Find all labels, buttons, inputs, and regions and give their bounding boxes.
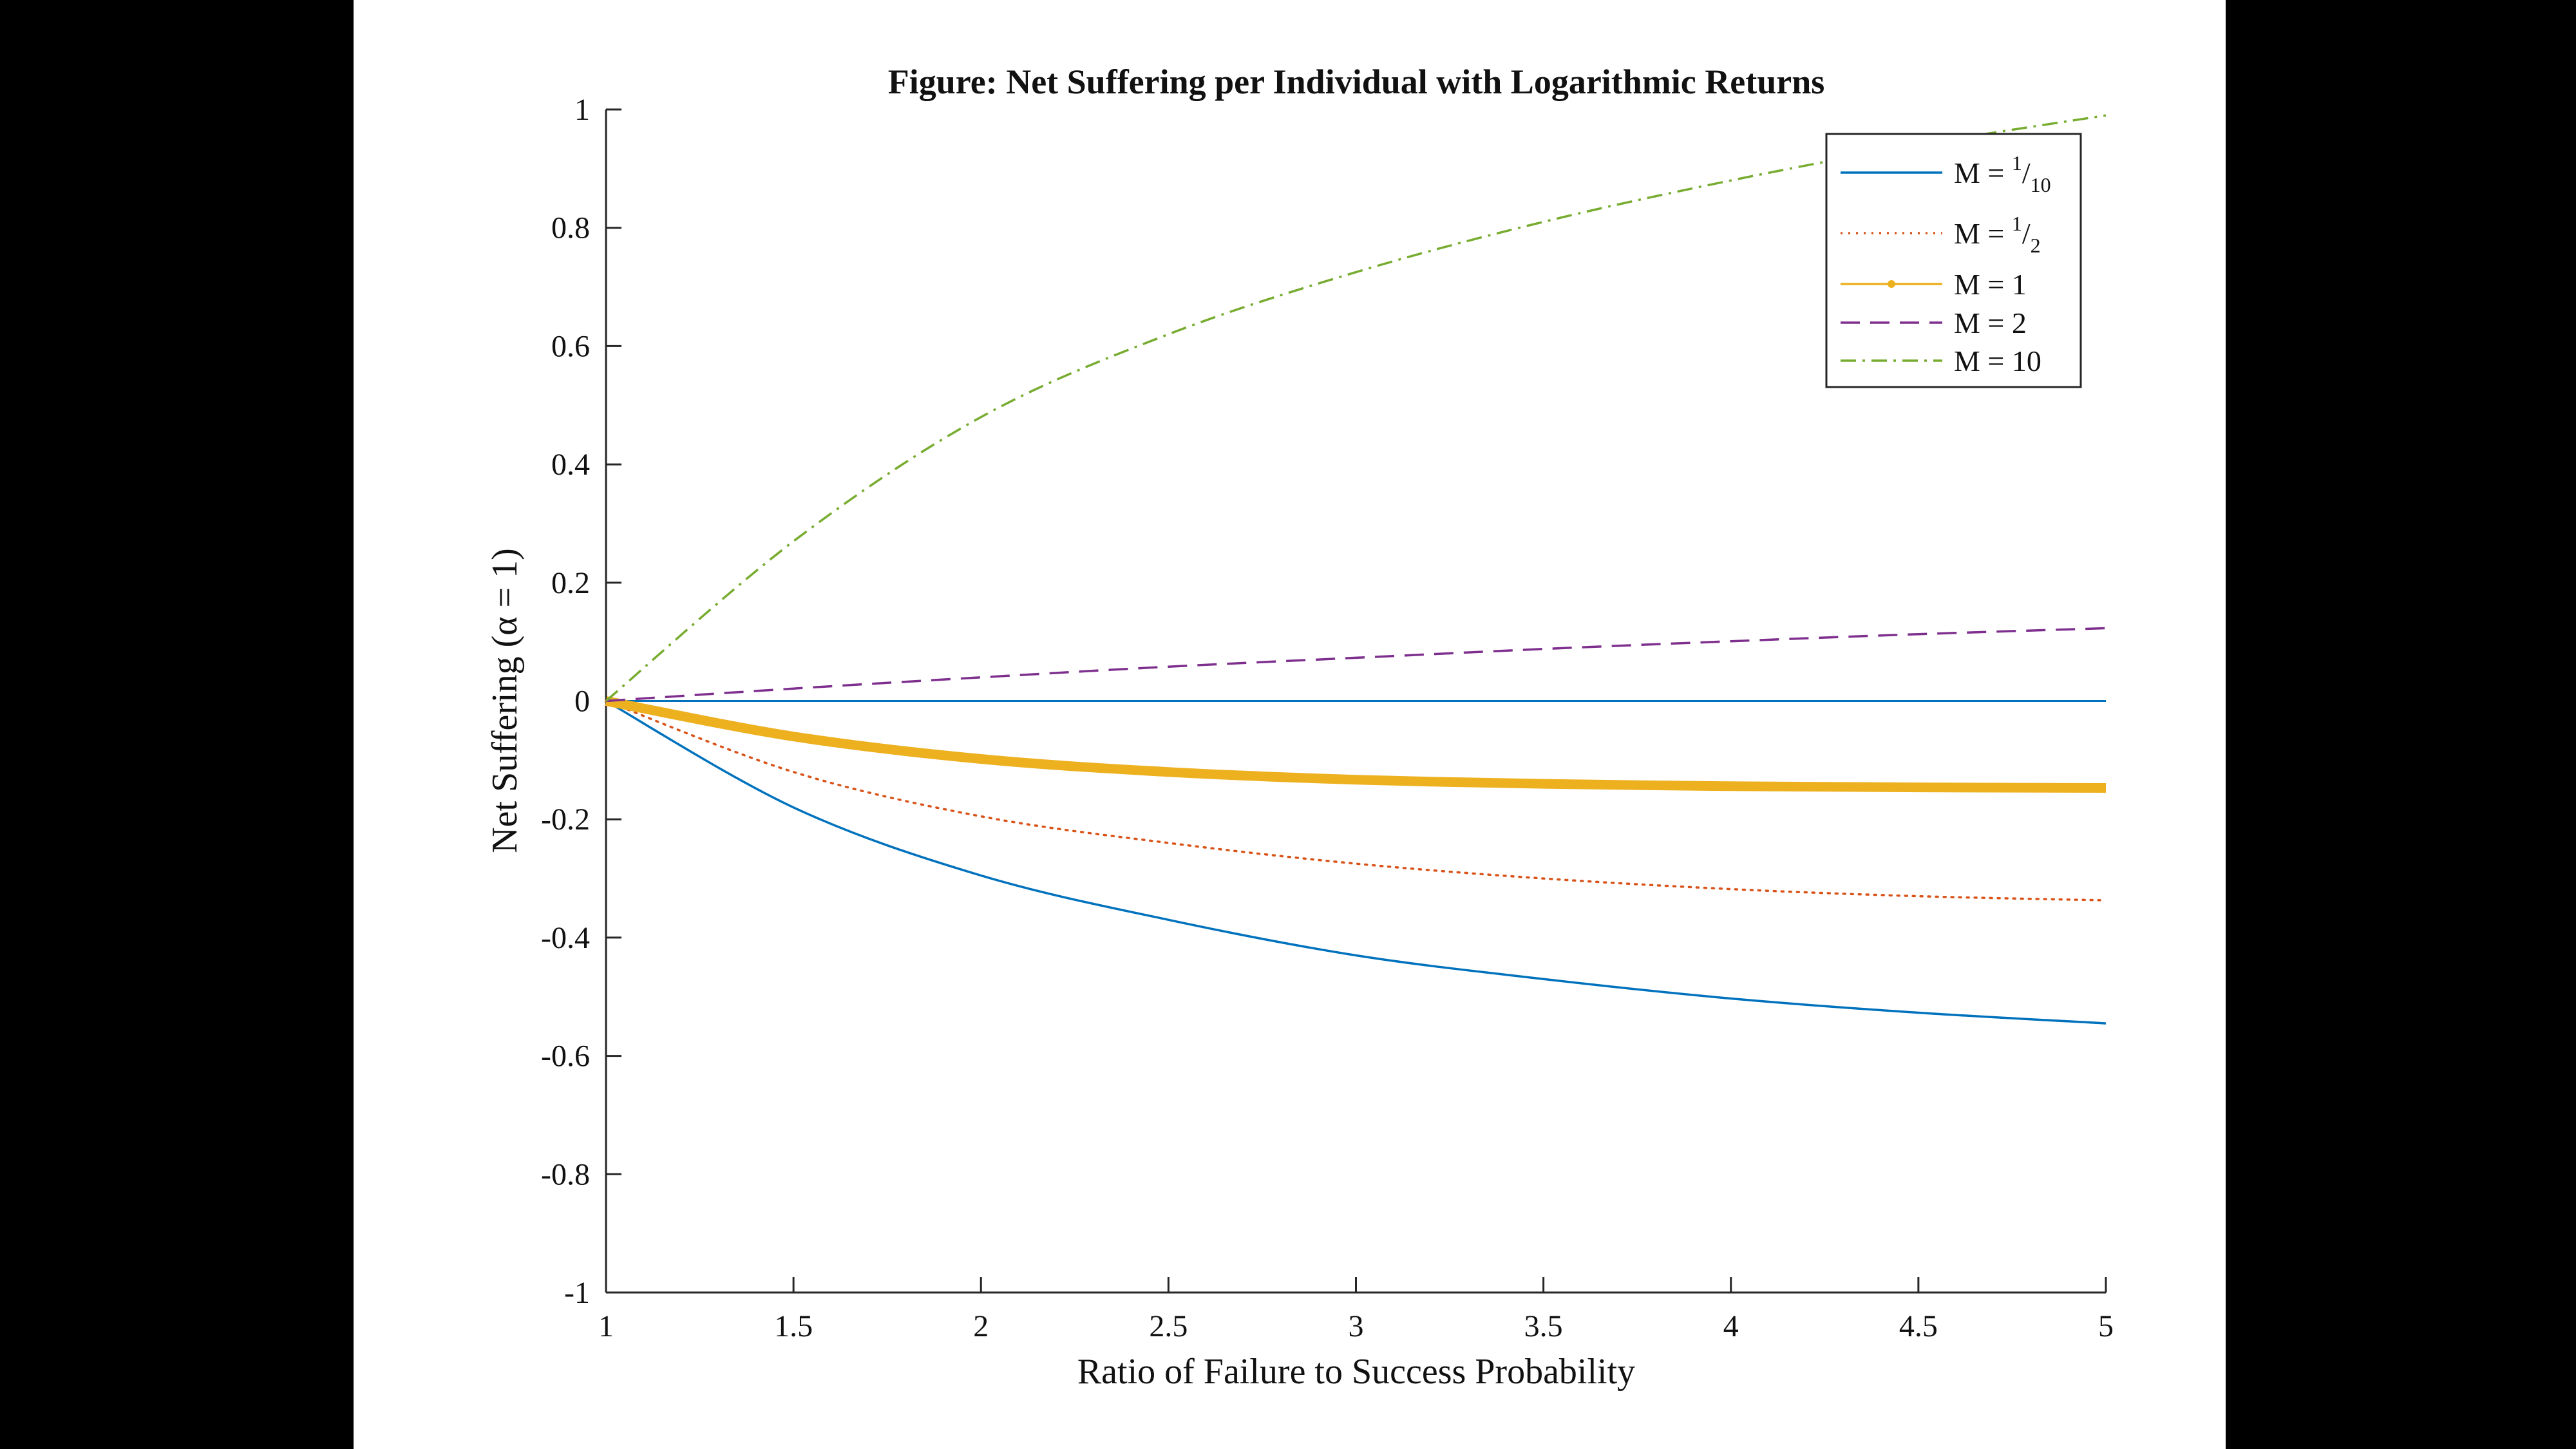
x-tick-label: 4 xyxy=(1723,1309,1739,1343)
axes: -1 -0.8 -0.6 -0.4 -0.2 0 0.2 0.4 0.6 0.8 1 1 1.5 2 2.5… xyxy=(541,93,2114,1343)
y-tick-label: 0.8 xyxy=(551,211,590,245)
y-tick-label: 0.6 xyxy=(551,329,590,363)
y-tick-label: 0.4 xyxy=(551,448,590,482)
series-line-m-1 xyxy=(605,696,2107,793)
series-layer xyxy=(605,114,2107,1025)
x-tick-label: 3 xyxy=(1349,1309,1364,1343)
y-tick-label: -0.4 xyxy=(541,921,590,955)
legend-box xyxy=(1825,133,2082,388)
legend-label-m-10: M = 10 xyxy=(1954,345,2041,377)
x-tick-label: 4.5 xyxy=(1899,1309,1938,1343)
x-tick-label: 5 xyxy=(2098,1309,2114,1343)
y-tick-label: 1 xyxy=(574,93,590,127)
x-axis-label: Ratio of Failure to Success Probability xyxy=(1077,1352,1635,1392)
series-line-m-10 xyxy=(605,114,2107,702)
y-tick-label: -0.2 xyxy=(541,802,590,837)
legend-label-m-1-2: M = 1/2 xyxy=(1954,212,2041,257)
y-tick-label: 0.2 xyxy=(551,566,590,600)
legend-label-m-2: M = 2 xyxy=(1954,307,2027,339)
series-line-m-2 xyxy=(605,627,2107,703)
legend-label-m-1-10: M = 1/10 xyxy=(1954,151,2051,196)
y-axis-label: Net Suffering (α = 1) xyxy=(485,548,525,853)
legend-label-m-1: M = 1 xyxy=(1954,268,2027,301)
y-tick-label: -0.8 xyxy=(541,1157,590,1191)
series-line-m-1-2 xyxy=(605,699,2107,902)
y-tick-label: -0.6 xyxy=(541,1039,590,1074)
y-tick-label: -1 xyxy=(564,1276,590,1310)
legend: M = 1/10 M = 1/2 M = 1 M = 2 M = 10 xyxy=(1825,133,2082,388)
y-tick-label: 0 xyxy=(574,685,590,719)
x-tick-label: 1 xyxy=(598,1309,614,1343)
chart-title: Figure: Net Suffering per Individual wit… xyxy=(888,62,1825,101)
x-tick-label: 3.5 xyxy=(1524,1309,1563,1343)
series-line-m-1-10 xyxy=(605,699,2107,1025)
x-tick-label: 1.5 xyxy=(774,1309,813,1343)
legend-marker-m-1 xyxy=(1888,280,1895,288)
x-tick-label: 2.5 xyxy=(1149,1309,1188,1343)
x-tick-label: 2 xyxy=(973,1309,989,1343)
